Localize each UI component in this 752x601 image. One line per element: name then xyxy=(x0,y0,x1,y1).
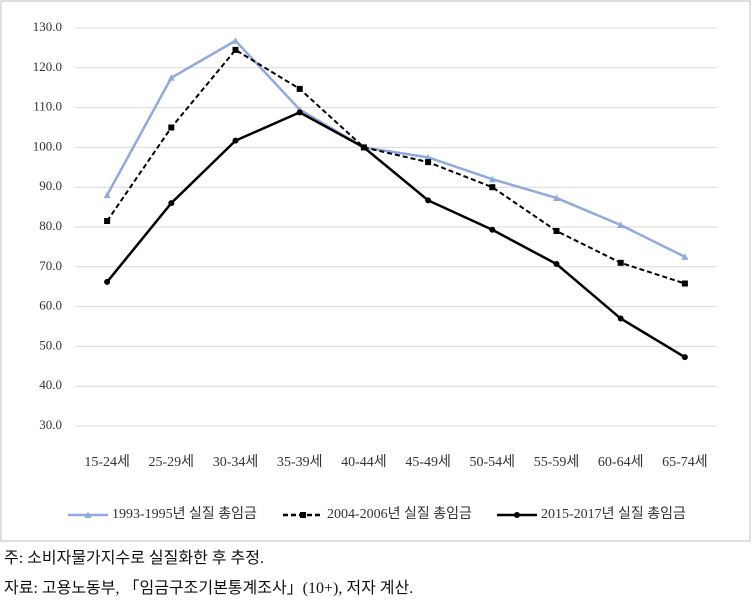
point-marker xyxy=(617,259,624,266)
point-marker xyxy=(168,124,175,131)
point-marker xyxy=(84,511,92,518)
point-marker xyxy=(232,137,239,144)
point-marker xyxy=(553,227,560,234)
chart: 30.0 40.0 50.0 60.0 70.0 80.0 90.0 100.0 110.0 12… xyxy=(0,0,751,542)
series-line xyxy=(106,48,686,285)
x-tick-label: 50-54세 xyxy=(470,454,516,470)
x-tick-label: 35-39세 xyxy=(277,454,323,470)
y-tick-label: 70.0 xyxy=(39,258,62,273)
point-marker xyxy=(489,184,496,191)
point-marker xyxy=(617,315,624,322)
point-marker xyxy=(681,354,688,361)
point-marker xyxy=(167,74,175,81)
point-marker xyxy=(489,226,496,233)
legend-label: 1993-1995년 실질 총임금 xyxy=(112,506,257,522)
point-marker xyxy=(296,85,303,92)
point-marker xyxy=(300,512,306,518)
point-marker xyxy=(232,37,239,44)
point-marker xyxy=(425,159,432,166)
x-tick-label: 45-49세 xyxy=(405,454,451,470)
point-marker xyxy=(104,278,111,285)
chart-border xyxy=(0,0,751,542)
y-tick-label: 130.0 xyxy=(33,19,62,34)
point-marker xyxy=(681,280,688,287)
y-tick-label: 90.0 xyxy=(39,178,62,193)
y-tick-label: 60.0 xyxy=(39,298,62,313)
y-tick-label: 120.0 xyxy=(33,59,62,74)
point-marker xyxy=(553,261,560,268)
legend-label: 2015-2017년 실질 총임금 xyxy=(541,506,686,522)
x-tick-label: 15-24세 xyxy=(84,454,130,470)
point-marker xyxy=(424,153,432,161)
x-tick-label: 60-64세 xyxy=(598,454,644,470)
point-marker xyxy=(104,218,111,225)
note: 주: 소비자물가지수로 실질화한 후 추정. xyxy=(4,550,264,567)
legend-label: 2004-2006년 실질 총임금 xyxy=(327,506,472,522)
y-tick-label: 50.0 xyxy=(39,337,62,352)
point-marker xyxy=(360,144,367,151)
x-tick-label: 65-74세 xyxy=(662,454,708,470)
y-tick-label: 80.0 xyxy=(39,218,62,233)
y-tick-label: 110.0 xyxy=(33,99,62,114)
x-tick-label: 25-29세 xyxy=(149,454,195,470)
point-marker xyxy=(514,512,520,518)
point-marker xyxy=(681,253,689,260)
series-line xyxy=(106,110,686,359)
y-tick-label: 100.0 xyxy=(33,138,62,153)
x-tick-label: 30-34세 xyxy=(213,454,259,470)
x-tick-label: 40-44세 xyxy=(341,454,387,470)
note: 자료: 고용노동부, 「임금구조기본통계조사」(10+), 저자 계산. xyxy=(4,580,414,597)
point-marker xyxy=(168,200,175,207)
point-marker xyxy=(425,197,432,204)
point-marker xyxy=(232,46,239,53)
point-marker xyxy=(296,109,303,116)
point-marker xyxy=(617,221,625,229)
x-tick-label: 55-59세 xyxy=(534,454,580,470)
y-tick-label: 30.0 xyxy=(39,417,62,432)
series-line xyxy=(106,39,686,258)
point-marker xyxy=(103,191,111,199)
point-marker xyxy=(488,175,496,183)
y-tick-label: 40.0 xyxy=(39,377,62,392)
point-marker xyxy=(553,194,560,201)
